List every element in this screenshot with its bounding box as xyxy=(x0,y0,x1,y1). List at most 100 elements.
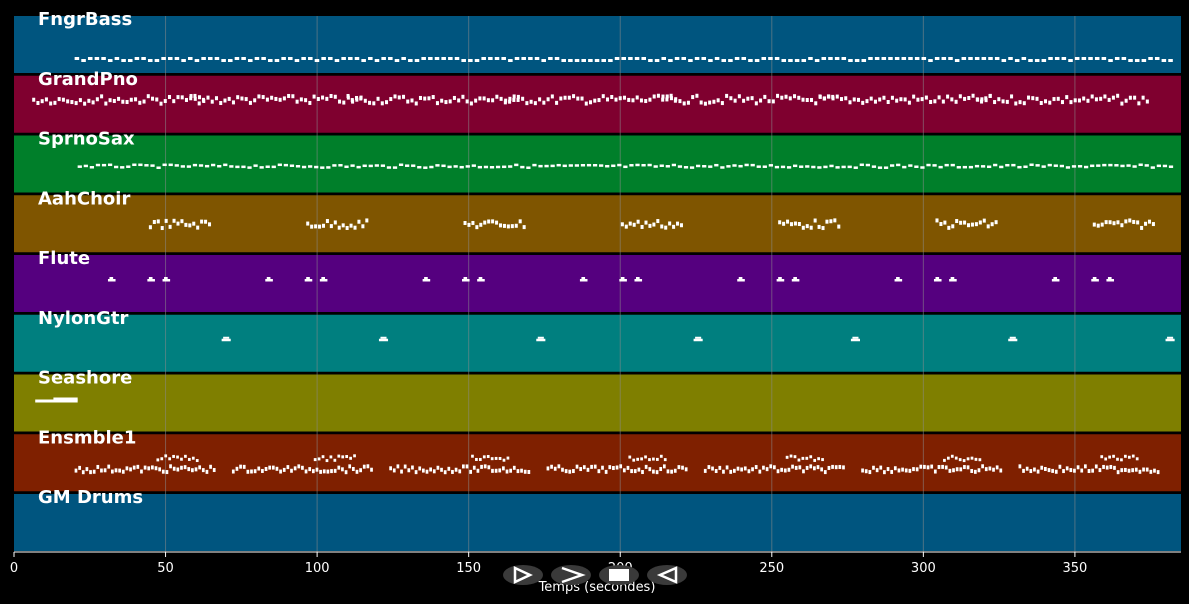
forward-button[interactable] xyxy=(551,565,591,585)
note xyxy=(974,222,978,227)
note xyxy=(564,469,568,474)
note xyxy=(653,165,658,168)
note xyxy=(341,223,345,228)
note xyxy=(673,468,677,473)
note xyxy=(1162,164,1168,168)
note xyxy=(648,59,653,62)
track-band[interactable] xyxy=(14,16,1181,73)
note xyxy=(856,97,860,102)
play-button[interactable] xyxy=(503,565,543,585)
note xyxy=(401,94,406,99)
note xyxy=(935,218,939,223)
note xyxy=(200,219,204,224)
note xyxy=(711,466,714,471)
note xyxy=(861,468,864,473)
track-band[interactable] xyxy=(14,314,1181,372)
note xyxy=(789,222,794,227)
note xyxy=(1080,468,1084,473)
note xyxy=(306,221,310,226)
x-tick-label: 300 xyxy=(911,561,936,576)
note xyxy=(83,164,88,168)
note xyxy=(499,96,503,101)
note xyxy=(1094,464,1098,469)
note xyxy=(695,336,702,339)
note xyxy=(556,163,561,167)
note xyxy=(648,223,652,228)
note xyxy=(644,220,648,225)
note xyxy=(423,166,428,169)
note xyxy=(1031,96,1035,101)
note xyxy=(74,57,80,60)
note xyxy=(835,94,839,99)
note xyxy=(882,95,886,100)
note xyxy=(568,469,572,474)
note xyxy=(326,469,330,474)
note xyxy=(1092,222,1096,227)
note xyxy=(536,338,546,342)
note xyxy=(742,98,746,103)
note xyxy=(1107,277,1112,279)
note xyxy=(1047,163,1052,167)
note xyxy=(1148,57,1153,60)
note xyxy=(125,100,129,105)
note xyxy=(601,94,605,99)
note xyxy=(312,94,316,99)
note xyxy=(434,57,440,60)
note xyxy=(328,57,333,60)
note xyxy=(101,57,106,60)
note xyxy=(78,98,82,103)
note xyxy=(561,59,566,62)
note xyxy=(970,468,974,473)
back-button[interactable] xyxy=(647,565,687,585)
note xyxy=(521,96,525,101)
note xyxy=(161,469,165,474)
note xyxy=(508,99,512,104)
note xyxy=(656,457,659,461)
note xyxy=(933,469,937,474)
note xyxy=(1104,220,1108,225)
note xyxy=(357,219,361,224)
note xyxy=(579,467,583,472)
note xyxy=(160,457,164,461)
note xyxy=(688,59,693,62)
note xyxy=(1027,95,1031,100)
note xyxy=(380,336,387,339)
note xyxy=(316,96,320,101)
note xyxy=(1116,220,1120,225)
note xyxy=(332,164,337,167)
note xyxy=(725,465,729,470)
x-tick-label: 350 xyxy=(1062,561,1087,576)
note xyxy=(674,57,680,60)
note xyxy=(1147,219,1151,224)
note xyxy=(726,165,731,168)
track-band[interactable] xyxy=(14,255,1181,312)
note xyxy=(988,57,993,60)
note xyxy=(1082,96,1086,101)
note xyxy=(1108,59,1113,62)
stop-button[interactable] xyxy=(599,565,639,585)
note xyxy=(1165,338,1175,342)
note xyxy=(506,224,510,229)
note xyxy=(184,454,187,458)
note xyxy=(344,470,348,475)
track-band[interactable] xyxy=(14,494,1181,551)
note xyxy=(188,223,192,228)
note xyxy=(809,97,814,102)
track-band[interactable] xyxy=(14,135,1181,193)
note xyxy=(778,220,782,225)
note xyxy=(422,279,431,282)
note xyxy=(974,457,978,461)
note xyxy=(652,222,656,227)
track-band[interactable] xyxy=(14,434,1181,492)
note xyxy=(895,98,899,103)
note xyxy=(451,469,454,474)
note xyxy=(301,465,304,470)
note xyxy=(627,97,631,102)
note xyxy=(194,59,200,62)
track-band[interactable] xyxy=(14,374,1181,432)
note xyxy=(176,221,180,226)
track-band[interactable] xyxy=(14,75,1181,133)
note xyxy=(553,466,557,471)
note xyxy=(254,57,260,60)
note xyxy=(223,336,230,339)
